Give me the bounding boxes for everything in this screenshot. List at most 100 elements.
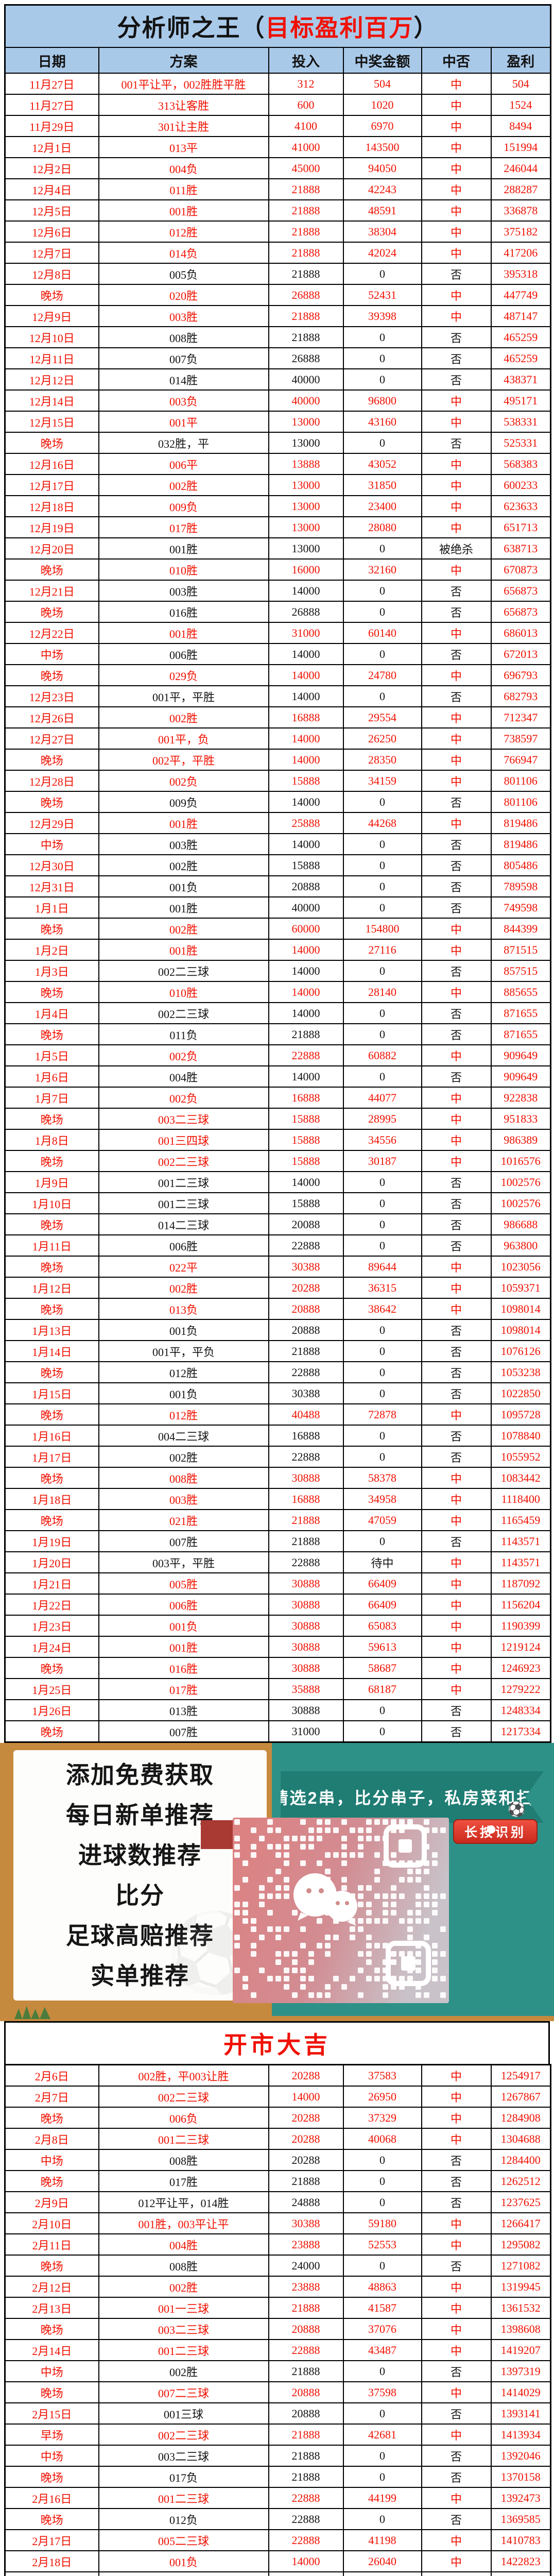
result-cell: 否	[421, 833, 492, 855]
payout-cell: 0	[342, 580, 422, 602]
payout-cell: 0	[342, 368, 422, 391]
profit-cell: 1361532	[490, 2297, 551, 2319]
date-cell: 晚场	[4, 558, 99, 581]
table-row: 晚场 010胜 14000 28140 中 885655	[4, 981, 551, 1003]
profit-cell: 801106	[490, 791, 551, 813]
payout-cell: 0	[342, 326, 422, 348]
payout-cell: 41587	[342, 2297, 422, 2319]
profit-cell: 1237625	[490, 2191, 551, 2213]
date-cell: 1月18日	[4, 1488, 99, 1510]
result-cell: 中	[421, 1551, 492, 1573]
payout-cell: 0	[342, 875, 422, 897]
profit-cell: 1219124	[490, 1636, 551, 1658]
stake-cell: 13000	[268, 474, 344, 496]
profit-cell: 623633	[490, 495, 551, 517]
plan-cell: 001二三球	[98, 1171, 269, 1193]
date-cell: 1月16日	[4, 1425, 99, 1447]
stake-cell: 14000	[268, 939, 344, 961]
stake-cell: 20088	[268, 1213, 344, 1235]
plan-cell: 010胜	[98, 981, 269, 1003]
result-cell: 中	[421, 2233, 492, 2256]
table-row: 2月14日 001二三球 22888 43487 中 1419207	[4, 2339, 551, 2361]
result-cell: 否	[421, 875, 492, 897]
payout-cell: 37076	[342, 2318, 422, 2340]
payout-cell: 0	[342, 643, 422, 665]
result-cell: 否	[421, 2191, 492, 2213]
table-row: 1月18日 003胜 16888 34958 中 1118400	[4, 1488, 551, 1510]
date-cell: 晚场	[4, 1403, 99, 1426]
payout-cell: 42243	[342, 178, 422, 200]
payout-cell: 26950	[342, 2086, 422, 2108]
dot-decoration	[487, 1825, 495, 1834]
date-cell: 12月26日	[4, 706, 99, 728]
profit-cell: 395318	[490, 263, 551, 285]
date-cell: 晚场	[4, 2508, 99, 2530]
payout-cell: 39398	[342, 305, 422, 327]
stake-cell: 14000	[268, 685, 344, 707]
payout-cell: 0	[342, 601, 422, 623]
date-cell: 晚场	[4, 2466, 99, 2488]
payout-cell: 34159	[342, 770, 422, 792]
result-cell: 否	[421, 1171, 492, 1193]
plan-cell: 012平让平，014胜	[98, 2191, 269, 2213]
result-cell: 否	[421, 601, 492, 623]
stake-cell: 14000	[268, 664, 344, 686]
plan-cell: 002二三球	[98, 2424, 269, 2446]
plan-cell: 002胜	[98, 2276, 269, 2298]
plan-cell: 002胜	[98, 706, 269, 728]
plan-cell: 001三球	[98, 2402, 269, 2425]
date-cell: 2月8日	[4, 2128, 99, 2150]
plan-cell: 001负	[98, 1382, 269, 1404]
date-cell: 1月1日	[4, 896, 99, 919]
payout-cell: 58378	[342, 1467, 422, 1489]
payout-cell: 34556	[342, 1129, 422, 1151]
payout-cell: 0	[342, 1720, 422, 1743]
date-cell: 12月17日	[4, 474, 99, 496]
stake-cell: 21888	[268, 1340, 344, 1362]
wechat-qr-code[interactable]	[233, 1818, 449, 2003]
stake-cell: 21888	[268, 305, 344, 327]
profit-cell: 696793	[490, 664, 551, 686]
payout-cell: 27116	[342, 939, 422, 961]
plan-cell: 008胜	[98, 326, 269, 348]
result-cell: 否	[421, 1002, 492, 1024]
profit-cell: 871515	[490, 939, 551, 961]
stake-cell: 16888	[268, 1087, 344, 1109]
payout-cell: 42024	[342, 242, 422, 264]
date-cell: 12月20日	[4, 537, 99, 560]
result-cell: 否	[421, 326, 492, 348]
table-row: 12月31日 001负 20888 0 否 789598	[4, 875, 551, 897]
stake-cell: 21888	[268, 199, 344, 222]
long-press-identify-button[interactable]: 长按识别	[453, 1819, 538, 1844]
profit-cell: 1248334	[490, 1699, 551, 1721]
table-row: 中场 006胜 14000 0 否 672013	[4, 643, 551, 665]
result-cell: 否	[421, 1425, 492, 1447]
table-row: 早场 002二三球 21888 42681 中 1413934	[4, 2424, 551, 2446]
stake-cell: 14000	[268, 2086, 344, 2108]
table-row: 2月18日 001负 14000 26040 中 1422823	[4, 2550, 551, 2572]
table-row: 1月15日 001负 30388 0 否 1022850	[4, 1382, 551, 1404]
promo-line: 足球高赔推荐	[66, 1922, 214, 1949]
stake-cell: 22888	[268, 2529, 344, 2551]
profit-cell: 1143571	[490, 1530, 551, 1552]
payout-cell: 52431	[342, 284, 422, 306]
table-row: 1月25日 017胜 35888 68187 中 1279222	[4, 1678, 551, 1700]
stake-cell: 26888	[268, 347, 344, 369]
date-cell: 2月12日	[4, 2276, 99, 2298]
plan-cell: 032胜，平	[98, 432, 269, 454]
date-cell: 1月25日	[4, 1678, 99, 1700]
plan-cell: 007胜	[98, 1530, 269, 1552]
profit-cell: 1284908	[490, 2107, 551, 2129]
promo-ribbon: 精选2串，比分串子，私房菜和扫盘	[281, 1771, 544, 1823]
plan-cell: 010胜	[98, 558, 269, 581]
table-row: 2月8日 001二三球 20288 40068 中 1304688	[4, 2128, 551, 2150]
profit-cell: 638713	[490, 537, 551, 560]
profit-cell: 672013	[490, 643, 551, 665]
result-cell: 中	[421, 558, 492, 581]
stake-cell: 24888	[268, 2191, 344, 2213]
plan-cell: 001胜	[98, 199, 269, 222]
stake-cell: 13000	[268, 537, 344, 560]
table-row: 12月5日 001胜 21888 48591 中 336878	[4, 199, 551, 222]
profit-cell: 495171	[490, 389, 551, 412]
date-cell: 12月14日	[4, 389, 99, 412]
